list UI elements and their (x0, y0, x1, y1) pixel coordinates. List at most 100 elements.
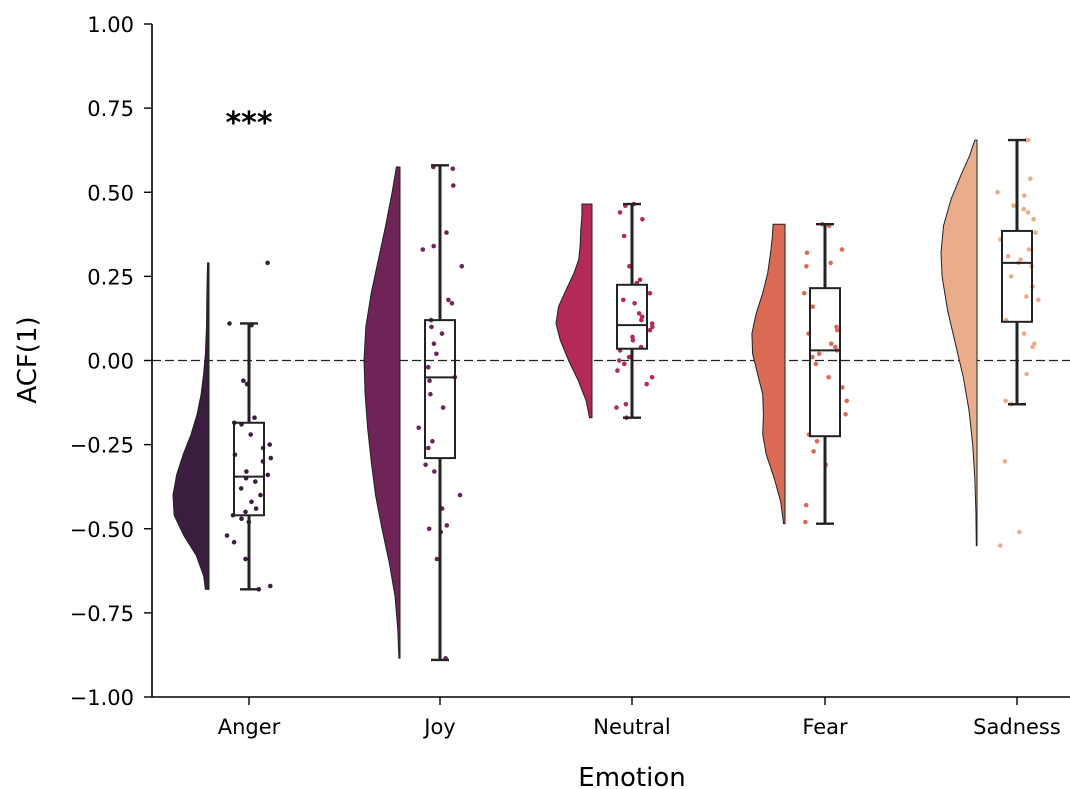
y-ticks: 1.00 0.75 0.50 0.25 0.00 −0.25 −0.50 −0.75 −1.00 (70, 13, 152, 710)
data-point (630, 338, 636, 343)
y-tick-label: 0.50 (87, 181, 134, 205)
significance-label: *** (225, 106, 272, 141)
data-point (227, 321, 232, 326)
data-point (459, 264, 465, 269)
y-tick-label: 0.25 (87, 265, 134, 289)
data-point (244, 469, 249, 474)
data-point (814, 439, 820, 444)
data-point (249, 499, 254, 505)
data-point (829, 341, 834, 347)
x-tick-label: Anger (218, 715, 281, 739)
data-point (444, 523, 450, 528)
data-point (1008, 274, 1014, 279)
data-point (416, 425, 422, 431)
y-tick-label: −0.25 (70, 434, 134, 458)
data-point (998, 543, 1003, 548)
violin-anger (172, 262, 210, 590)
data-point (1003, 398, 1008, 404)
data-point (431, 341, 437, 347)
data-point (451, 183, 456, 188)
violin-sadness (940, 139, 978, 547)
box-anger (233, 421, 265, 517)
data-point (622, 361, 627, 367)
boxplots (233, 138, 1033, 662)
data-point (248, 432, 253, 437)
data-point (804, 250, 810, 256)
data-point (423, 462, 428, 468)
data-point (834, 327, 840, 333)
data-point (1005, 253, 1011, 259)
data-point (1024, 371, 1029, 377)
data-point (253, 506, 259, 511)
data-point (265, 260, 270, 266)
data-point (425, 364, 431, 370)
data-point (1026, 247, 1032, 252)
data-point (1021, 206, 1026, 212)
data-point (1024, 294, 1029, 299)
data-point (616, 358, 622, 363)
data-point (637, 277, 643, 283)
data-point (450, 166, 456, 171)
data-point (615, 368, 620, 373)
data-point (621, 297, 626, 303)
data-point (268, 455, 274, 461)
data-point (621, 233, 627, 239)
y-tick-label: 1.00 (87, 13, 134, 37)
data-point (241, 378, 246, 384)
data-point (1025, 210, 1031, 215)
x-tick-label: Neutral (593, 715, 671, 739)
x-tick-label: Sadness (973, 715, 1061, 739)
data-point (457, 492, 463, 498)
data-point (840, 385, 845, 390)
data-point (839, 247, 845, 252)
data-point (427, 378, 432, 384)
data-point (253, 479, 258, 484)
data-point (1011, 203, 1016, 208)
data-point (429, 324, 434, 330)
data-point (267, 442, 273, 447)
data-point (804, 264, 809, 269)
x-ticks: Anger Joy Neutral Fear Sadness (218, 697, 1061, 739)
data-point (1021, 331, 1027, 336)
y-tick-label: −1.00 (70, 686, 134, 710)
data-point (1030, 344, 1035, 350)
data-point (640, 216, 645, 222)
data-point (810, 304, 815, 310)
data-point (644, 381, 649, 387)
data-point (844, 398, 850, 404)
y-axis-label: ACF(1) (13, 316, 43, 403)
data-point (617, 210, 623, 215)
data-point (816, 351, 822, 357)
data-point (636, 311, 642, 316)
data-point (231, 539, 237, 545)
data-point (1033, 230, 1038, 235)
data-point (828, 260, 833, 266)
box-sadness (1001, 229, 1033, 323)
annotations: *** (225, 106, 272, 141)
data-point (252, 415, 257, 421)
data-point (803, 519, 808, 525)
x-axis-label: Emotion (578, 763, 685, 789)
x-tick-label: Joy (422, 715, 455, 739)
data-point (843, 412, 848, 417)
data-point (1017, 529, 1022, 535)
data-point (243, 556, 248, 562)
data-point (810, 354, 815, 360)
data-point (420, 247, 426, 252)
data-point (813, 361, 819, 367)
data-point (1028, 176, 1033, 182)
data-point (647, 290, 653, 296)
data-point (243, 509, 248, 515)
y-tick-label: −0.50 (70, 518, 134, 542)
data-point (258, 492, 263, 498)
data-point (1002, 459, 1008, 464)
violin-fear (751, 223, 786, 525)
data-point (238, 486, 244, 491)
violin-joy (363, 166, 401, 659)
data-point (430, 439, 435, 444)
data-point (1018, 257, 1023, 262)
data-point (239, 516, 244, 521)
data-point (431, 243, 437, 249)
data-point (432, 469, 437, 474)
data-point (439, 331, 445, 336)
